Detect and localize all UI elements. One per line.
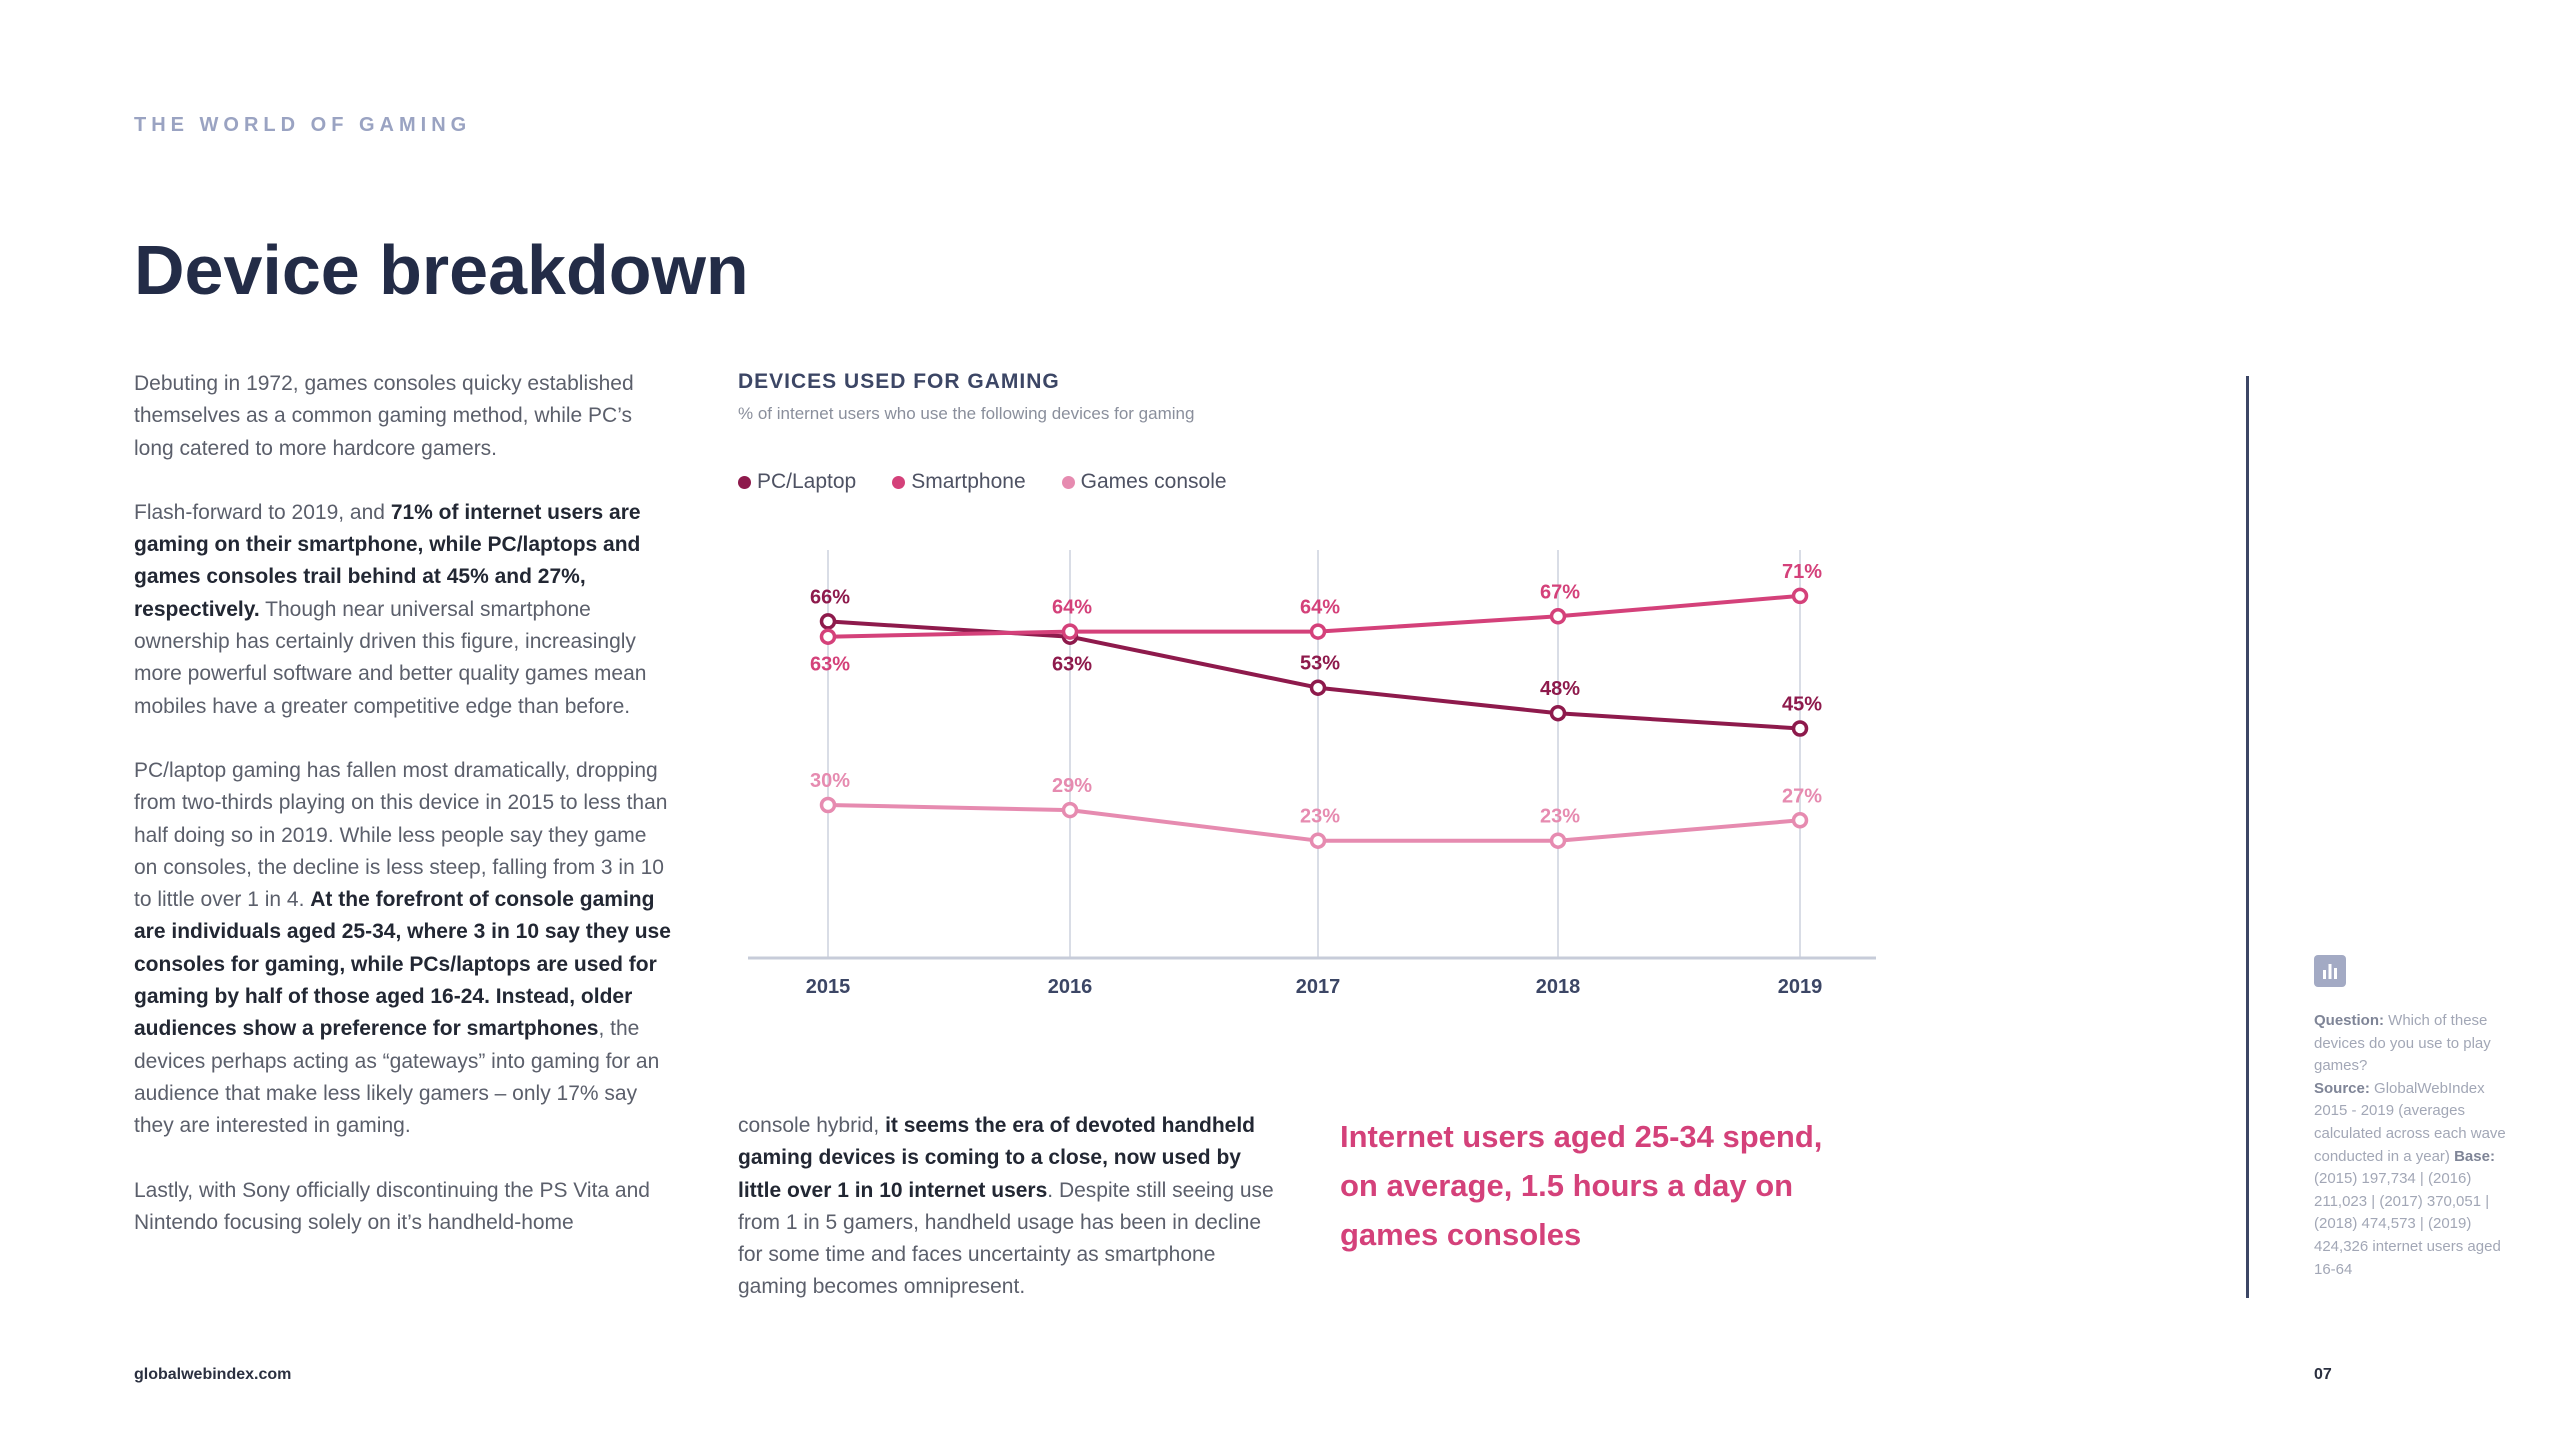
data-label-console-2017: 23% [1300, 806, 1340, 828]
x-tick-label: 2019 [1778, 976, 1823, 998]
col2-highlight: it seems the era of devoted handheld gam… [738, 1114, 1256, 1202]
page-title: Device breakdown [134, 231, 749, 309]
data-label-smartphone-2018: 67% [1540, 581, 1580, 603]
data-label-pc-2018: 48% [1540, 678, 1580, 700]
p2-lead: Flash-forward to 2019, and [134, 500, 391, 524]
data-point-pc-2015 [819, 613, 837, 630]
data-label-pc-2015: 66% [810, 586, 850, 608]
legend-label-pc: PC/Laptop [757, 470, 857, 493]
source-label: Source: [2314, 1079, 2370, 1097]
body-column-left: Debuting in 1972, games consoles quicky … [134, 368, 674, 1271]
legend-dot-pc [738, 475, 751, 489]
legend-label-console: Games console [1080, 470, 1227, 493]
data-point-smartphone-2016 [1061, 623, 1079, 640]
legend-item-console: Games console [1061, 470, 1227, 494]
x-tick-label: 2016 [1048, 976, 1093, 998]
data-point-console-2018 [1549, 832, 1567, 849]
paragraph-handheld: Lastly, with Sony officially discontinui… [134, 1178, 650, 1234]
data-point-pc-2019 [1791, 720, 1809, 737]
device-line-chart: 2015 2016 2017 2018 2019 66% 63% 53% 48% 45% 63% 64… [748, 550, 1876, 998]
data-point-console-2015 [819, 796, 837, 814]
x-tick-label: 2017 [1296, 976, 1341, 998]
footer-url: globalwebindex.com [134, 1366, 292, 1383]
chart-subtitle: % of internet users who use the followin… [738, 404, 1195, 423]
chart-title: DEVICES USED FOR GAMING [738, 370, 1060, 393]
p3-rest: , the devices perhaps acting as “gateway… [134, 1017, 660, 1138]
question-text: Which of these devices do you use to pla… [2314, 1012, 2491, 1075]
paragraph-pc-decline: PC/laptop gaming has fallen most dramati… [134, 755, 674, 1143]
data-label-smartphone-2019: 71% [1782, 561, 1822, 583]
data-label-pc-2019: 45% [1782, 694, 1822, 716]
legend-item-pc: PC/Laptop [738, 470, 856, 494]
data-label-console-2016: 29% [1052, 775, 1092, 797]
data-label-smartphone-2016: 64% [1052, 597, 1092, 619]
p3-lead: PC/laptop gaming has fallen most dramati… [134, 758, 668, 912]
body-column-middle: console hybrid, it seems the era of devo… [738, 1110, 1278, 1304]
x-tick-label: 2015 [806, 976, 851, 998]
data-point-console-2017 [1309, 832, 1327, 849]
data-point-smartphone-2017 [1309, 623, 1327, 640]
base-label: Base: [2454, 1147, 2495, 1165]
p2-highlight: 71% of internet users are gaming on thei… [134, 500, 641, 621]
data-point-pc-2018 [1549, 704, 1567, 722]
x-tick-label: 2018 [1536, 976, 1581, 998]
section-eyebrow: THE WORLD OF GAMING [134, 114, 472, 136]
paragraph-2019: Flash-forward to 2019, and 71% of intern… [134, 497, 674, 723]
legend-label-smartphone: Smartphone [911, 470, 1026, 493]
data-point-pc-2017 [1309, 679, 1327, 696]
callout-stat: Internet users aged 25-34 spend, on aver… [1340, 1119, 1823, 1252]
data-point-smartphone-2019 [1791, 587, 1809, 605]
source-text: GlobalWebIndex 2015 - 2019 (averages cal… [2314, 1079, 2506, 1165]
bar-chart-icon [2314, 955, 2346, 987]
data-label-console-2018: 23% [1540, 806, 1580, 828]
data-label-smartphone-2017: 64% [1300, 597, 1340, 619]
data-label-pc-2017: 53% [1300, 653, 1340, 675]
page-number: 07 [2314, 1366, 2332, 1383]
base-text: (2015) 197,734 | (2016) 211,023 | (2017)… [2314, 1170, 2501, 1278]
p2-rest: Though near universal smartphone ownersh… [134, 597, 647, 718]
paragraph-intro: Debuting in 1972, games consoles quicky … [134, 372, 634, 460]
data-label-console-2015: 30% [810, 770, 850, 792]
legend-dot-smartphone [892, 475, 906, 489]
data-label-smartphone-2015: 63% [810, 654, 850, 676]
data-label-console-2019: 27% [1782, 785, 1822, 807]
data-point-smartphone-2018 [1549, 608, 1567, 625]
vertical-divider [2246, 376, 2249, 1298]
source-notes: Question: Which of these devices do you … [2314, 1010, 2514, 1281]
p3-highlight: At the forefront of console gaming are i… [134, 888, 671, 1041]
data-point-smartphone-2015 [819, 628, 837, 645]
legend-item-smartphone: Smartphone [892, 470, 1026, 494]
data-point-console-2016 [1061, 801, 1079, 819]
col2-lead: console hybrid, [738, 1114, 886, 1137]
chart-legend: PC/Laptop Smartphone Games console [738, 470, 1227, 494]
question-label: Question: [2314, 1012, 2384, 1029]
data-point-console-2019 [1791, 812, 1809, 829]
data-label-pc-2016: 63% [1052, 654, 1092, 676]
legend-dot-console [1061, 475, 1075, 489]
col2-rest: . Despite still seeing use from 1 in 5 g… [738, 1178, 1274, 1299]
